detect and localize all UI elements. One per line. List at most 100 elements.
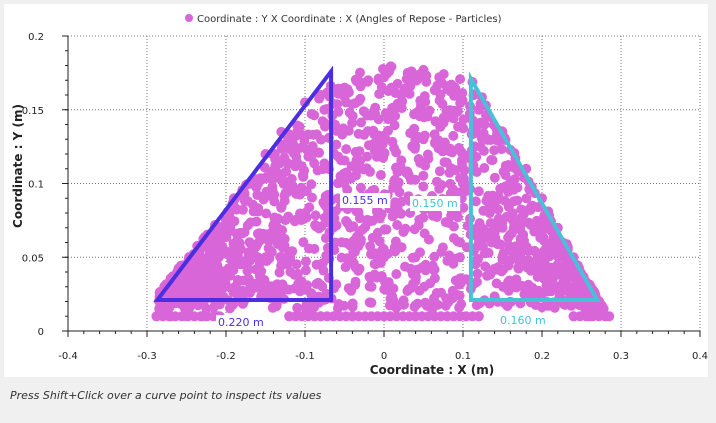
particle-point xyxy=(438,117,449,128)
particle-point xyxy=(475,117,486,128)
particle-point xyxy=(431,288,442,298)
particle-point xyxy=(414,214,425,225)
status-hint: Press Shift+Click over a curve point to … xyxy=(10,389,322,402)
x-tick-label: -0.3 xyxy=(137,351,157,362)
particle-point xyxy=(381,224,392,235)
particle-point xyxy=(333,151,344,162)
particle-point xyxy=(292,302,303,313)
particle-point xyxy=(390,246,401,257)
particle-point xyxy=(309,110,320,121)
particle-point xyxy=(415,95,426,106)
particle-point xyxy=(422,149,433,160)
particle-point xyxy=(396,196,407,207)
particle-point xyxy=(282,137,293,148)
particle-point xyxy=(245,217,256,228)
particle-point xyxy=(277,256,288,267)
particle-point xyxy=(235,244,246,255)
particle-point xyxy=(345,222,356,233)
particle-point xyxy=(423,234,434,245)
particle-point xyxy=(379,284,390,295)
particle-point xyxy=(180,303,191,314)
particle-point xyxy=(471,167,482,177)
particle-point xyxy=(365,241,376,252)
particle-point xyxy=(392,220,403,230)
particle-point xyxy=(421,300,432,311)
label-height-right-text: 0.150 m xyxy=(412,197,458,210)
particle-point xyxy=(285,266,296,277)
particle-point xyxy=(311,259,322,270)
particle-point xyxy=(437,99,448,110)
particle-point xyxy=(429,251,440,262)
particle-point xyxy=(284,311,295,322)
particle-point xyxy=(367,215,378,226)
particle-point xyxy=(378,243,389,254)
particle-point xyxy=(483,190,494,201)
particle-point xyxy=(354,263,365,274)
particle-point xyxy=(389,176,400,187)
particle-point xyxy=(457,88,468,98)
y-tick-label: 0.05 xyxy=(22,253,44,264)
y-tick-label: 0.1 xyxy=(28,180,44,191)
y-tick-label: 0.15 xyxy=(22,106,44,117)
particle-point xyxy=(358,164,369,175)
repose-triangle-1 xyxy=(153,65,334,302)
particle-point xyxy=(379,149,389,159)
label-height-right: 0.150 m xyxy=(410,196,461,211)
particle-point xyxy=(549,247,560,258)
particle-point xyxy=(300,208,310,218)
particle-point xyxy=(411,272,421,282)
label-base-right: 0.160 m xyxy=(498,313,549,328)
particle-point xyxy=(269,150,280,161)
label-base-right-text: 0.160 m xyxy=(500,314,546,327)
particle-point xyxy=(450,82,461,93)
particle-point xyxy=(296,276,307,287)
plot-frame: 0.155 m 0.220 m 0.150 m 0.160 m -0.4 -0.3 -0.… xyxy=(4,4,708,377)
particle-point xyxy=(477,230,488,241)
particle-point xyxy=(402,286,413,296)
particle-point xyxy=(457,95,468,106)
particle-point xyxy=(394,187,405,198)
label-base-right-bg xyxy=(498,313,549,328)
particle-point xyxy=(209,283,219,294)
particle-point xyxy=(383,125,393,136)
particle-point xyxy=(379,311,389,322)
particle-point xyxy=(303,129,314,140)
particle-point xyxy=(355,93,366,104)
particle-point xyxy=(309,243,320,254)
particle-point xyxy=(365,273,376,284)
particle-point xyxy=(489,264,499,274)
particle-point xyxy=(483,247,494,258)
scatter-chart[interactable]: 0.155 m0.220 m0.150 m0.160 m -0.4 -0.3 -0.… xyxy=(4,4,708,377)
annotations: 0.155 m 0.220 m 0.150 m 0.160 m xyxy=(153,65,601,330)
particle-point xyxy=(260,252,271,263)
particle-point xyxy=(418,64,429,75)
particle-point xyxy=(538,246,549,257)
particle-point xyxy=(354,227,365,237)
status-bar: Press Shift+Click over a curve point to … xyxy=(0,377,716,423)
particle-point xyxy=(315,311,326,322)
particle-point xyxy=(542,238,553,249)
particle-point xyxy=(454,290,465,301)
repose-triangle-2 xyxy=(468,71,601,302)
particle-point xyxy=(165,311,176,322)
particle-point xyxy=(231,258,242,268)
x-tick-label: -0.4 xyxy=(58,351,78,362)
particle-point xyxy=(472,268,483,279)
particle-point xyxy=(165,289,176,300)
particle-point xyxy=(516,213,527,224)
particle-point xyxy=(319,212,330,223)
particle-point xyxy=(288,147,299,158)
particle-point xyxy=(474,218,485,229)
particle-point xyxy=(303,151,314,162)
particle-point xyxy=(434,166,445,177)
particle-point xyxy=(604,311,615,322)
particle-point xyxy=(400,223,411,234)
particle-point xyxy=(347,311,358,322)
particle-point xyxy=(379,252,389,263)
x-tick-label: -0.1 xyxy=(295,351,315,362)
x-tick-label: 0.1 xyxy=(455,351,471,362)
particle-points[interactable] xyxy=(151,61,615,322)
particle-point xyxy=(418,134,429,145)
particle-point xyxy=(253,206,264,217)
particle-point xyxy=(273,168,284,179)
